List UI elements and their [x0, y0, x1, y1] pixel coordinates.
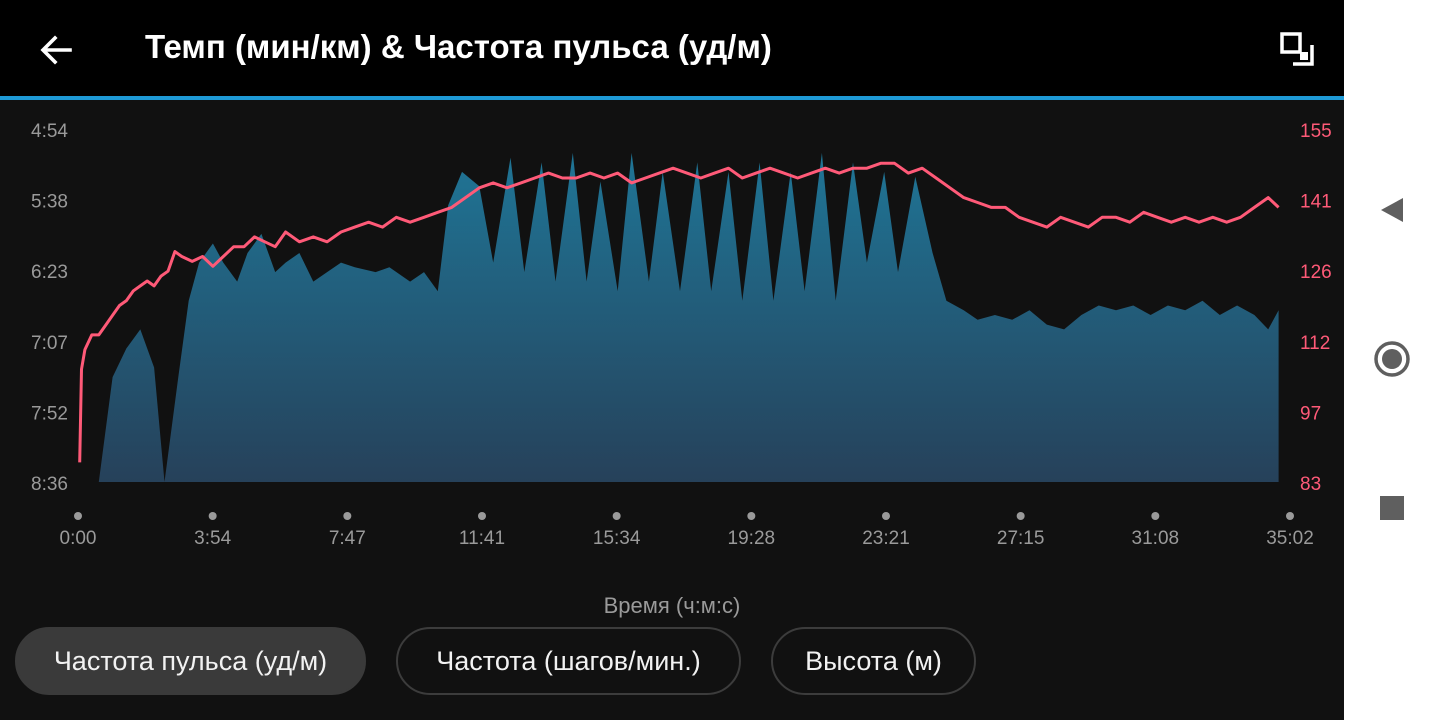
x-tick-dot: [1151, 512, 1160, 520]
x-tick-label: 31:08: [1132, 528, 1180, 549]
x-tick-dot: [478, 512, 486, 520]
heart-rate-line-series: [78, 161, 1280, 463]
x-tick-dot: [882, 512, 890, 520]
nav-recents-square-icon: [1380, 496, 1404, 520]
nav-home-button[interactable]: [1362, 329, 1422, 389]
y-left-tick-label: 6:23: [31, 262, 68, 283]
chip-label: Частота (шагов/мин.): [436, 645, 701, 676]
x-tick-label: 27:15: [997, 528, 1045, 549]
expand-button[interactable]: [1272, 24, 1322, 74]
y-right-tick-label: 97: [1300, 403, 1321, 424]
x-tick-label: 23:21: [862, 528, 910, 549]
x-tick-label: 7:47: [329, 528, 366, 549]
pace-area-series: [98, 152, 1279, 482]
y-left-tick-label: 7:07: [31, 333, 68, 354]
chip-label: Частота пульса (уд/м): [53, 645, 328, 676]
y-right-tick-label: 141: [1300, 192, 1332, 213]
x-tick-label: 0:00: [60, 528, 97, 549]
x-tick-label: 35:02: [1266, 528, 1314, 549]
chip-cadence[interactable]: Частота (шагов/мин.): [396, 627, 741, 695]
x-tick-label: 3:54: [194, 528, 231, 549]
x-tick-dot: [208, 512, 217, 520]
x-tick-dot: [612, 512, 621, 520]
chip-heart-rate[interactable]: Частота пульса (уд/м): [15, 627, 366, 695]
back-button[interactable]: [30, 24, 82, 76]
app-window: Темп (мин/км) & Частота пульса (уд/м) 4:…: [0, 0, 1344, 695]
x-tick-dot: [1016, 512, 1025, 520]
x-tick-label: 15:34: [593, 528, 641, 549]
y-left-tick-label: 8:36: [31, 474, 68, 495]
y-left-tick-label: 5:38: [31, 192, 68, 213]
y-left-tick-label: 4:54: [31, 121, 68, 142]
y-left-tick-label: 7:52: [31, 403, 68, 424]
nav-back-button[interactable]: [1362, 180, 1422, 240]
expand-icon: [1280, 32, 1314, 66]
x-tick-dot: [747, 512, 756, 520]
nav-home-circle-icon: [1374, 341, 1410, 377]
x-tick-dot: [343, 512, 352, 520]
system-nav-bar: [1344, 0, 1440, 720]
chip-label: Высота (м): [805, 645, 942, 676]
y-right-tick-label: 83: [1300, 474, 1321, 495]
nav-recents-button[interactable]: [1362, 478, 1422, 538]
x-tick-label: 19:28: [728, 528, 776, 549]
x-tick-dot: [74, 512, 82, 520]
x-tick-label: 11:41: [459, 528, 505, 549]
y-right-tick-label: 155: [1300, 121, 1332, 142]
chip-elevation[interactable]: Высота (м): [771, 627, 976, 695]
x-tick-dot: [1286, 512, 1294, 520]
page-title: Темп (мин/км) & Частота пульса (уд/м): [145, 28, 772, 65]
y-right-tick-label: 126: [1300, 262, 1332, 283]
header-accent-line: [0, 96, 1344, 100]
y-right-tick-label: 112: [1300, 333, 1330, 354]
back-arrow-icon: [40, 35, 72, 65]
nav-back-triangle-icon: [1381, 198, 1403, 222]
x-axis-title: Время (ч:м:с): [603, 593, 741, 618]
top-app-bar: Темп (мин/км) & Частота пульса (уд/м): [0, 0, 1344, 96]
pace-heart-rate-chart[interactable]: 4:54 5:38 6:23 7:07 7:52 8:36 155 141 126 112 97 83…: [0, 100, 1344, 570]
